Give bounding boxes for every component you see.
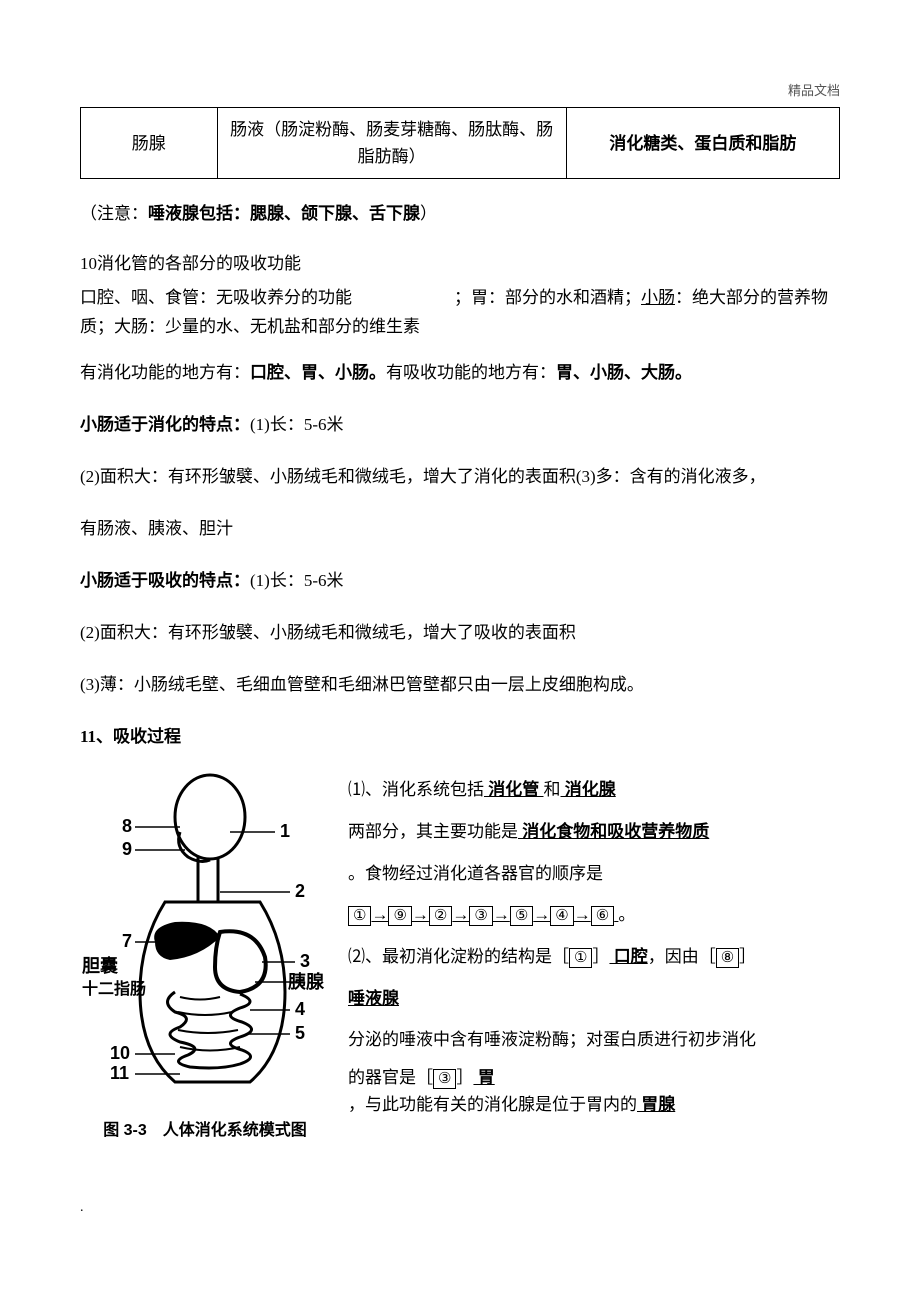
s11-p4d: ］	[739, 947, 756, 966]
s10-absorb-2: (2)面积大：有环形皱襞、小肠绒毛和微绒毛，增大了吸收的表面积	[80, 616, 840, 650]
s11-p2u: 消化食物和吸收营养物质	[518, 822, 709, 841]
s11-p1: ⑴、消化系统包括 消化管 和 消化腺	[348, 772, 840, 808]
s11-p4: ⑵、最初消化淀粉的结构是［①］ 口腔，因由［⑧］	[348, 939, 840, 975]
s11-p5: 唾液腺	[348, 981, 840, 1017]
s11-title: 11、吸收过程	[80, 720, 840, 754]
lbl-4: 4	[295, 999, 305, 1019]
s10-p2f: 胃、小肠、大肠。	[556, 363, 692, 382]
seq-n6: ⑥	[591, 906, 614, 926]
note-bold: 唾液腺包括：腮腺、颌下腺、舌下腺	[148, 204, 420, 223]
s10-p2: 有消化功能的地方有：口腔、胃、小肠。有吸收功能的地方有：胃、小肠、大肠。	[80, 356, 840, 390]
lbl-gallbladder: 胆囊	[81, 955, 119, 976]
s10-digest-3: 有肠液、胰液、胆汁	[80, 512, 840, 546]
cell-secretion: 肠液（肠淀粉酶、肠麦芽糖酶、肠肽酶、肠脂肪酶）	[217, 108, 566, 179]
s11-seq-end: 。	[618, 905, 635, 924]
s11-p8a: ，与此功能有关的消化腺是位于胃内的	[348, 1095, 637, 1114]
lbl-9: 9	[122, 839, 132, 859]
s10-p2e: 的地方有：	[471, 363, 556, 382]
s10-digest: 小肠适于消化的特点：(1)长：5-6米	[80, 408, 840, 442]
s11-p6: 分泌的唾液中含有唾液淀粉酶；对蛋白质进行初步消化	[348, 1022, 840, 1058]
s11-p4c: ，因由［	[648, 947, 716, 966]
seq-n0: ①	[348, 906, 371, 926]
s10-p2b: 的地方有：	[165, 363, 250, 382]
s11-p4b: ］	[592, 947, 609, 966]
s11-p7a: 的器官是［	[348, 1068, 433, 1087]
seq-n3: ③	[469, 906, 492, 926]
saliva-note: （注意：唾液腺包括：腮腺、颌下腺、舌下腺）	[80, 197, 840, 231]
seq-n1: ⑨	[388, 906, 411, 926]
diagram-caption: 图 3-3 人体消化系统模式图	[80, 1116, 330, 1140]
s11-p8u: 胃腺	[637, 1095, 675, 1114]
s11-seq: ①→⑨→②→③→⑤→④→⑥ 。	[348, 897, 840, 933]
s11-p4a: ⑵、最初消化淀粉的结构是［	[348, 947, 569, 966]
s11-p5u: 唾液腺	[348, 989, 399, 1008]
seq-n4: ⑤	[510, 906, 533, 926]
s10-absorb: 小肠适于吸收的特点：(1)长：5-6米	[80, 564, 840, 598]
s11-p2a: 两部分，其主要功能是	[348, 822, 518, 841]
s11-p7b: ］	[456, 1068, 473, 1087]
s11-p4u1: 口腔	[609, 947, 647, 966]
s11-seq-line: ①→⑨→②→③→⑤→④→⑥	[348, 905, 618, 924]
s11-content: 1 2 3 4 5 7 8 9 10 11 胆囊 十二指肠 胰腺 图 3-3 人…	[80, 772, 840, 1140]
header-mark: 精品文档	[80, 80, 840, 99]
lbl-7: 7	[122, 931, 132, 951]
s11-text: ⑴、消化系统包括 消化管 和 消化腺 两部分，其主要功能是 消化食物和吸收营养物…	[348, 772, 840, 1124]
lbl-2: 2	[295, 881, 305, 901]
s11-p1u2: 消化腺	[561, 780, 616, 799]
s11-p4n1: ①	[569, 948, 592, 968]
s11-p1a: ⑴、消化系统包括	[348, 780, 484, 799]
s10-absorb-1: (1)长：5-6米	[250, 571, 343, 590]
cell-function: 消化糖类、蛋白质和脂肪	[566, 108, 839, 179]
s10-absorb-3: (3)薄：小肠绒毛壁、毛细血管壁和毛细淋巴管壁都只由一层上皮细胞构成。	[80, 668, 840, 702]
lbl-8: 8	[122, 816, 132, 836]
footer-dot: .	[80, 1200, 840, 1216]
s11-p3: 。食物经过消化道各器官的顺序是	[348, 856, 840, 892]
s11-p1u1: 消化管	[484, 780, 544, 799]
note-prefix: （注意：	[80, 204, 148, 223]
s10-digest-2: (2)面积大：有环形皱襞、小肠绒毛和微绒毛，增大了消化的表面积(3)多：含有的消…	[80, 460, 840, 494]
s10-title: 10消化管的各部分的吸收功能	[80, 249, 840, 274]
s10-line1: 口腔、咽、食管：无吸收养分的功能 ；胃：部分的水和酒精；小肠：绝大部分的营养物质…	[80, 284, 840, 342]
s10-line1b: ；胃：部分的水和酒精；	[454, 288, 641, 307]
s11-p7: 的器官是［③］ 胃 ，与此功能有关的消化腺是位于胃内的 胃腺	[348, 1064, 840, 1118]
s10-p2d: 有吸收功能	[386, 363, 471, 382]
s11-p1b: 和	[544, 780, 561, 799]
lbl-duodenum: 十二指肠	[82, 979, 146, 998]
anatomy-svg: 1 2 3 4 5 7 8 9 10 11 胆囊 十二指肠 胰腺	[80, 772, 330, 1112]
s11-p2: 两部分，其主要功能是 消化食物和吸收营养物质	[348, 814, 840, 850]
lbl-1: 1	[280, 821, 290, 841]
lbl-11: 11	[110, 1063, 129, 1083]
lbl-3: 3	[300, 951, 310, 971]
s10-gap	[352, 288, 454, 307]
s11-p7u: 胃	[473, 1068, 494, 1087]
lbl-pancreas: 胰腺	[287, 971, 325, 992]
s11-p7n: ③	[433, 1069, 456, 1089]
gland-table: 肠腺 肠液（肠淀粉酶、肠麦芽糖酶、肠肽酶、肠脂肪酶） 消化糖类、蛋白质和脂肪	[80, 107, 840, 179]
s10-digest-t: 小肠适于消化的特点：	[80, 415, 250, 434]
s10-p2a: 有消化功能	[80, 363, 165, 382]
lbl-10: 10	[110, 1043, 130, 1063]
s10-absorb-t: 小肠适于吸收的特点：	[80, 571, 250, 590]
s10-p2c: 口腔、胃、小肠。	[250, 363, 386, 382]
s10-digest-1: (1)长：5-6米	[250, 415, 343, 434]
s10-line1a: 口腔、咽、食管：无吸收养分的功能	[80, 288, 352, 307]
note-suffix: ）	[420, 204, 437, 223]
digestive-diagram: 1 2 3 4 5 7 8 9 10 11 胆囊 十二指肠 胰腺 图 3-3 人…	[80, 772, 330, 1140]
seq-n5: ④	[550, 906, 573, 926]
seq-n2: ②	[429, 906, 452, 926]
lbl-5: 5	[295, 1023, 305, 1043]
s11-p4n2: ⑧	[716, 948, 739, 968]
table-row: 肠腺 肠液（肠淀粉酶、肠麦芽糖酶、肠肽酶、肠脂肪酶） 消化糖类、蛋白质和脂肪	[81, 108, 840, 179]
cell-gland: 肠腺	[81, 108, 218, 179]
s10-line1-ul: 小肠	[641, 288, 675, 307]
